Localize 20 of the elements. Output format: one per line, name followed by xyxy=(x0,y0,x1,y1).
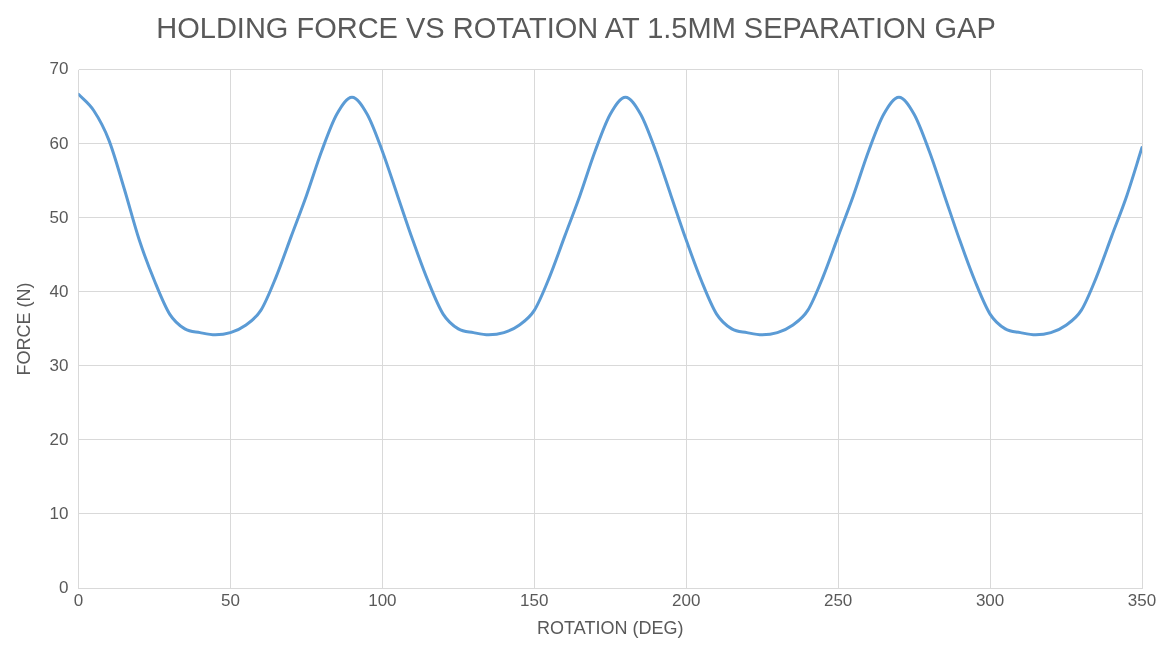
line-series xyxy=(78,92,1142,337)
y-tick-label: 0 xyxy=(59,577,69,597)
y-tick-label: 30 xyxy=(49,355,69,375)
x-tick-label: 350 xyxy=(1127,590,1157,610)
y-tick-label: 60 xyxy=(49,133,69,153)
x-tick-label: 0 xyxy=(73,590,84,610)
y-tick-label: 50 xyxy=(49,207,69,227)
x-axis-title: ROTATION (DEG) xyxy=(537,618,684,639)
y-tick-label: 20 xyxy=(49,429,69,449)
chart-title: HOLDING FORCE VS ROTATION AT 1.5MM SEPARATION GAP xyxy=(156,12,996,45)
x-tick-label: 300 xyxy=(975,590,1005,610)
y-tick-label: 70 xyxy=(49,59,69,79)
x-tick-label: 200 xyxy=(672,590,701,610)
x-tick-label: 50 xyxy=(220,590,240,610)
y-tick-label: 10 xyxy=(49,503,69,523)
y-axis-title: FORCE (N) xyxy=(13,282,34,376)
y-tick-label: 40 xyxy=(49,281,69,301)
x-tick-label: 250 xyxy=(823,590,853,610)
x-tick-label: 100 xyxy=(368,590,397,610)
x-tick-label: 150 xyxy=(520,590,549,610)
